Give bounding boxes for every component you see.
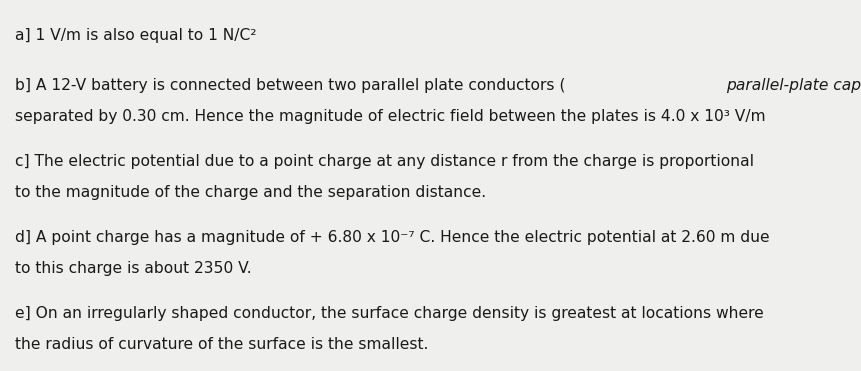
Text: the radius of curvature of the surface is the smallest.: the radius of curvature of the surface i… <box>15 337 429 352</box>
Text: separated by 0.30 cm. Hence the magnitude of electric field between the plates i: separated by 0.30 cm. Hence the magnitud… <box>15 109 766 124</box>
Text: b] A 12-V battery is connected between two parallel plate conductors (: b] A 12-V battery is connected between t… <box>15 79 566 93</box>
Text: parallel-plate capacitor: parallel-plate capacitor <box>726 79 861 93</box>
Text: a] 1 V/m is also equal to 1 N/C²: a] 1 V/m is also equal to 1 N/C² <box>15 28 257 43</box>
Text: to the magnitude of the charge and the separation distance.: to the magnitude of the charge and the s… <box>15 185 486 200</box>
Text: d] A point charge has a magnitude of + 6.80 x 10⁻⁷ C. Hence the electric potenti: d] A point charge has a magnitude of + 6… <box>15 230 770 245</box>
Text: e] On an irregularly shaped conductor, the surface charge density is greatest at: e] On an irregularly shaped conductor, t… <box>15 306 765 321</box>
Text: to this charge is about 2350 V.: to this charge is about 2350 V. <box>15 261 252 276</box>
Text: c] The electric potential due to a point charge at any distance r from the charg: c] The electric potential due to a point… <box>15 154 754 170</box>
